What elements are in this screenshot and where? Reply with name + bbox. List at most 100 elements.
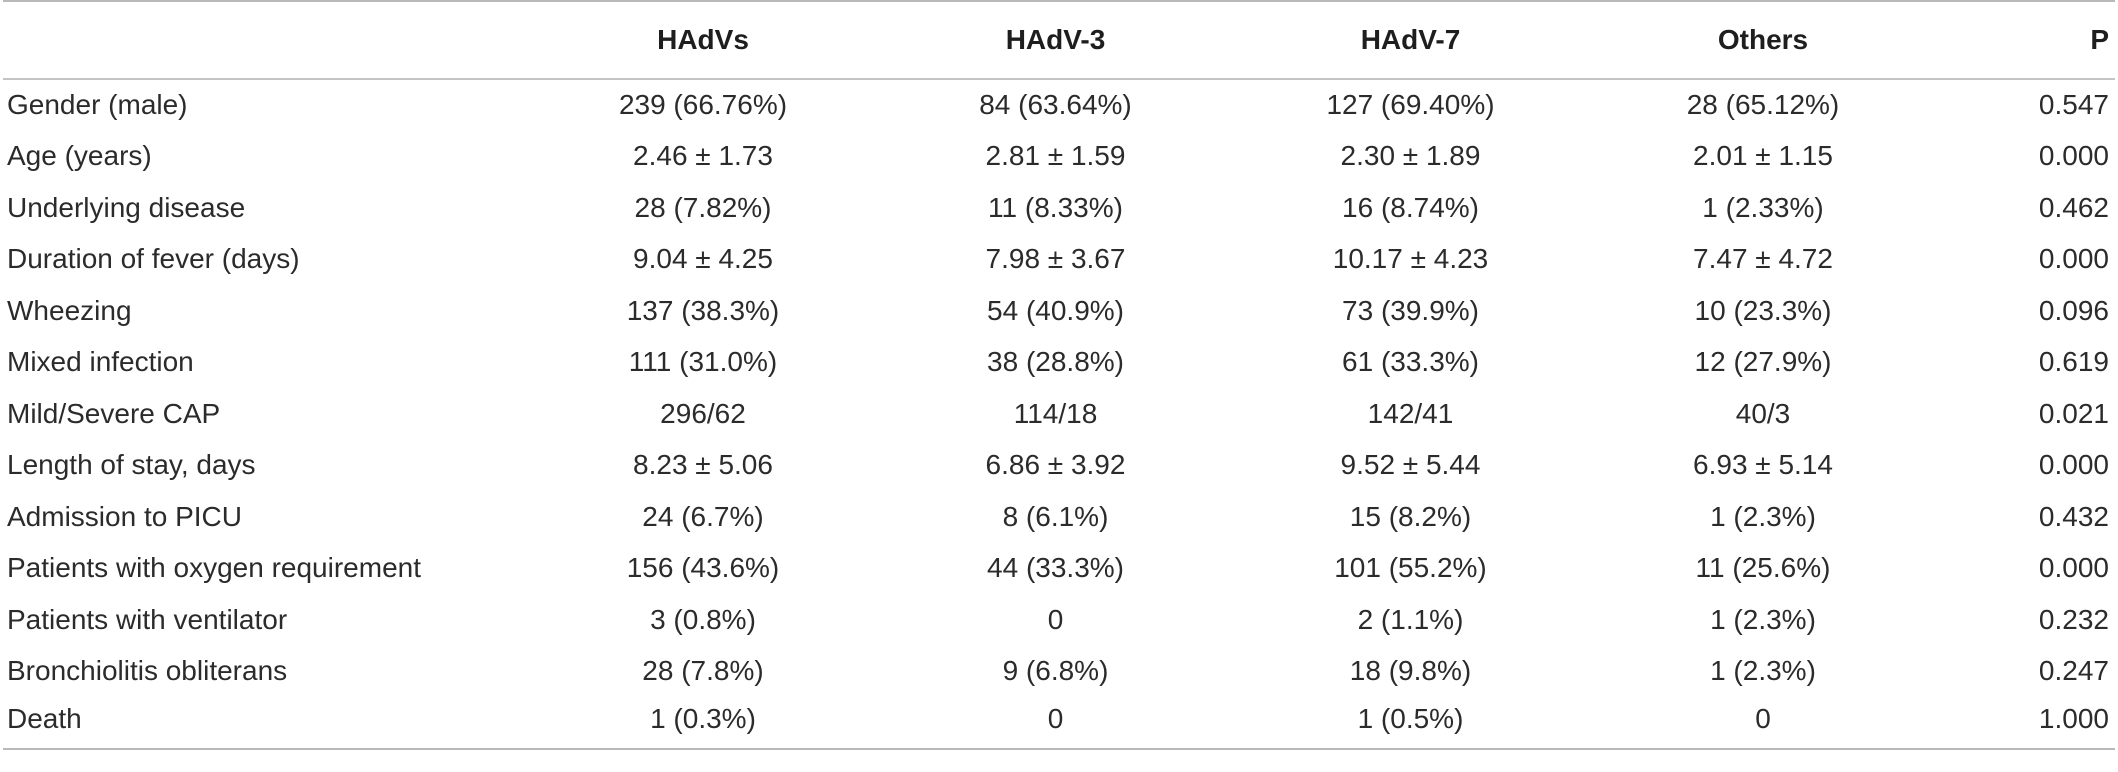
table-header: HAdVs HAdV-3 HAdV-7 Others P	[3, 1, 2115, 79]
table-row: Gender (male) 239 (66.76%) 84 (63.64%) 127 …	[3, 79, 2115, 131]
header-hadv3: HAdV-3	[1005, 24, 1106, 55]
row-label: Patients with ventilator	[7, 603, 288, 635]
cell-hadvs: 9.04 ± 4.25	[633, 243, 773, 275]
cell-hadv7: 16 (8.74%)	[1342, 191, 1479, 223]
cell-hadv3: 38 (28.8%)	[987, 346, 1124, 378]
cell-hadvs: 24 (6.7%)	[642, 500, 764, 532]
cell-others: 11 (25.6%)	[1695, 552, 1831, 584]
cell-hadv3: 7.98 ± 3.67	[985, 243, 1126, 275]
cell-hadv7: 127 (69.40%)	[1326, 89, 1495, 121]
cell-hadv3: 6.86 ± 3.92	[985, 449, 1126, 481]
cell-hadv3: 0	[1047, 603, 1064, 635]
cell-others: 0	[1755, 703, 1771, 735]
cell-others: 40/3	[1735, 397, 1791, 429]
cell-p-value: 0.000	[2038, 243, 2109, 275]
row-label: Age (years)	[7, 140, 152, 172]
cell-others: 2.01 ± 1.15	[1693, 140, 1833, 172]
cell-hadvs: 2.46 ± 1.73	[633, 140, 773, 172]
cell-hadv3: 0	[1047, 703, 1064, 735]
cell-p-value: 0.462	[2038, 191, 2109, 223]
header-blank	[3, 1, 533, 79]
header-p: P	[2090, 24, 2109, 55]
table-row: Age (years) 2.46 ± 1.73 2.81 ± 1.59 2.30 ± …	[3, 131, 2115, 183]
cell-others: 1 (2.3%)	[1710, 603, 1816, 635]
cell-hadv7: 73 (39.9%)	[1342, 294, 1479, 326]
cell-hadv7: 9.52 ± 5.44	[1340, 449, 1481, 481]
cell-others: 6.93 ± 5.14	[1693, 449, 1833, 481]
cell-hadv7: 142/41	[1367, 397, 1454, 429]
cell-p-value: 0.547	[2038, 89, 2109, 121]
cell-hadvs: 137 (38.3%)	[626, 294, 780, 326]
cell-hadvs: 296/62	[660, 397, 746, 429]
row-label: Bronchiolitis obliterans	[7, 655, 288, 687]
cell-p-value: 0.000	[2038, 140, 2109, 172]
table-row: Death 1 (0.3%) 0 1 (0.5%) 0 1.000	[3, 697, 2115, 749]
cell-hadvs: 239 (66.76%)	[618, 89, 788, 121]
table-row: Bronchiolitis obliterans 28 (7.8%) 9 (6.8%…	[3, 646, 2115, 698]
cell-p-value: 0.619	[2038, 346, 2109, 378]
row-label: Wheezing	[7, 294, 132, 326]
cell-hadv7: 1 (0.5%)	[1357, 703, 1464, 735]
row-label: Death	[7, 703, 82, 735]
cell-p-value: 0.021	[2038, 397, 2109, 429]
cell-hadvs: 28 (7.8%)	[642, 655, 764, 687]
cell-hadv7: 10.17 ± 4.23	[1332, 243, 1489, 275]
header-row: HAdVs HAdV-3 HAdV-7 Others P	[3, 1, 2115, 79]
row-label: Patients with oxygen requirement	[7, 552, 421, 584]
cell-hadv3: 9 (6.8%)	[1002, 655, 1109, 687]
row-label: Gender (male)	[7, 89, 188, 121]
cell-others: 1 (2.3%)	[1710, 655, 1816, 687]
table-row: Patients with oxygen requirement 156 (43.…	[3, 543, 2115, 595]
header-others: Others	[1717, 24, 1809, 55]
cell-hadv3: 44 (33.3%)	[987, 552, 1124, 584]
cell-hadvs: 1 (0.3%)	[650, 703, 756, 735]
table-row: Mixed infection 111 (31.0%) 38 (28.8%) 61 (…	[3, 337, 2115, 389]
data-table: HAdVs HAdV-3 HAdV-7 Others P Gender (mal…	[3, 0, 2115, 750]
table-body: Gender (male) 239 (66.76%) 84 (63.64%) 127 …	[3, 79, 2115, 749]
cell-p-value: 0.432	[2038, 500, 2109, 532]
cell-hadv3: 114/18	[1013, 397, 1098, 429]
cell-hadv7: 2 (1.1%)	[1357, 603, 1464, 635]
cell-p-value: 0.232	[2038, 603, 2109, 635]
row-label: Mild/Severe CAP	[7, 397, 221, 429]
cell-hadvs: 28 (7.82%)	[634, 191, 772, 223]
cell-hadv3: 2.81 ± 1.59	[985, 140, 1126, 172]
cell-hadv3: 54 (40.9%)	[987, 294, 1124, 326]
cell-hadvs: 8.23 ± 5.06	[633, 449, 773, 481]
header-hadv7: HAdV-7	[1360, 24, 1461, 55]
table-row: Wheezing 137 (38.3%) 54 (40.9%) 73 (39.9%) 1…	[3, 285, 2115, 337]
cell-others: 28 (65.12%)	[1686, 89, 1840, 121]
cell-others: 10 (23.3%)	[1694, 294, 1832, 326]
cell-hadv7: 15 (8.2%)	[1349, 500, 1472, 532]
cell-others: 1 (2.3%)	[1710, 500, 1816, 532]
table-row: Patients with ventilator 3 (0.8%) 0 2 (1.1%…	[3, 594, 2115, 646]
cell-hadvs: 111 (31.0%)	[628, 346, 778, 378]
cell-hadv7: 18 (9.8%)	[1349, 655, 1472, 687]
cell-p-value: 0.000	[2038, 449, 2109, 481]
cell-p-value: 0.000	[2038, 552, 2109, 584]
row-label: Mixed infection	[7, 346, 194, 378]
cell-others: 12 (27.9%)	[1694, 346, 1832, 378]
cell-hadv3: 84 (63.64%)	[979, 89, 1132, 121]
table-row: Length of stay, days 8.23 ± 5.06 6.86 ± 3.…	[3, 440, 2115, 492]
data-table-container: HAdVs HAdV-3 HAdV-7 Others P Gender (mal…	[3, 0, 2115, 750]
cell-hadv3: 8 (6.1%)	[1002, 500, 1109, 532]
table-row: Duration of fever (days) 9.04 ± 4.25 7.98 …	[3, 234, 2115, 286]
table-row: Admission to PICU 24 (6.7%) 8 (6.1%) 15 (8.…	[3, 491, 2115, 543]
row-label: Length of stay, days	[7, 449, 256, 481]
row-label: Admission to PICU	[7, 500, 242, 532]
cell-hadvs: 156 (43.6%)	[626, 552, 780, 584]
cell-others: 7.47 ± 4.72	[1693, 243, 1833, 275]
cell-p-value: 1.000	[2038, 703, 2109, 735]
cell-hadv7: 61 (33.3%)	[1342, 346, 1479, 378]
cell-hadv3: 11 (8.33%)	[988, 191, 1123, 223]
header-hadvs: HAdVs	[657, 24, 749, 55]
cell-p-value: 0.247	[2038, 655, 2109, 687]
table-row: Underlying disease 28 (7.82%) 11 (8.33%) 16…	[3, 182, 2115, 234]
cell-hadv7: 101 (55.2%)	[1334, 552, 1487, 584]
table-row: Mild/Severe CAP 296/62 114/18 142/41 40/3 0.0…	[3, 388, 2115, 440]
cell-others: 1 (2.33%)	[1702, 191, 1824, 223]
cell-hadvs: 3 (0.8%)	[650, 603, 756, 635]
cell-hadv7: 2.30 ± 1.89	[1340, 140, 1481, 172]
row-label: Underlying disease	[7, 191, 246, 223]
